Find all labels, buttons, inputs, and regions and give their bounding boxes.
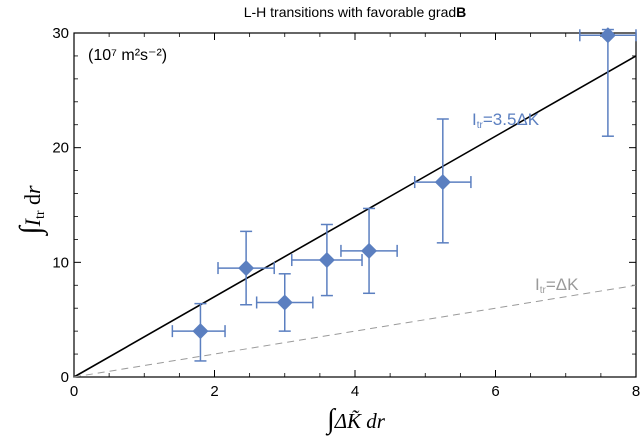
y-tick-label: 0	[61, 369, 69, 386]
data-points	[171, 27, 637, 362]
data-point	[340, 207, 398, 295]
diamond-marker	[361, 242, 378, 259]
x-tick-label: 4	[351, 383, 359, 400]
data-point	[291, 223, 363, 297]
diamond-marker	[192, 323, 209, 340]
x-tick-label: 0	[70, 383, 78, 400]
y-tick-label: 30	[52, 25, 69, 42]
plot-frame	[73, 32, 637, 378]
x-tick-label: 6	[491, 383, 499, 400]
plot-area: 0 2 4 6 8 0 10 20 30	[52, 25, 640, 400]
data-point	[217, 230, 275, 306]
x-tick-label: 8	[632, 383, 640, 400]
units-annotation: (10⁷ m²s⁻²)	[88, 47, 167, 64]
data-point	[579, 27, 637, 137]
x-tick-label: 2	[210, 383, 218, 400]
y-tick-label: 20	[52, 140, 69, 157]
fit-lines	[73, 55, 637, 378]
data-point	[413, 118, 472, 244]
x-axis-title: ∫ΔK̃ dr	[325, 404, 386, 436]
diamond-marker	[434, 174, 451, 191]
axis-ticks: 0 2 4 6 8 0 10 20 30	[52, 25, 640, 400]
line-label-solid: Itr=3.5ΔK	[472, 110, 540, 131]
y-axis-title: ∫Itr dr	[14, 185, 49, 237]
fit-line-solid	[73, 55, 637, 378]
line-label-dashed: Itr=ΔK	[535, 275, 579, 296]
y-tick-label: 10	[52, 254, 69, 271]
reference-line-dashed	[73, 284, 637, 378]
diamond-marker	[276, 294, 293, 311]
chart-title: L-H transitions with favorable gradB	[244, 4, 467, 20]
data-point	[171, 302, 226, 362]
diamond-marker	[238, 260, 255, 277]
diamond-marker	[318, 252, 335, 269]
data-point	[255, 273, 314, 332]
diamond-marker	[599, 27, 616, 44]
